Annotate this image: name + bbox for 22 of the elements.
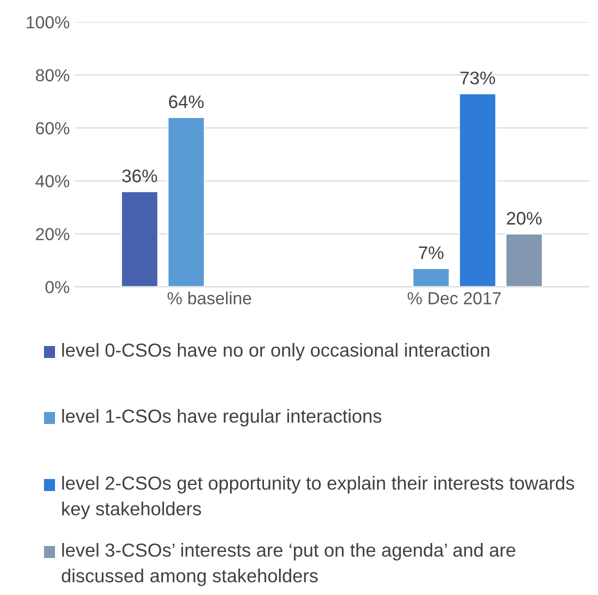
y-tick-label: 80% xyxy=(36,69,70,82)
legend-label: level 1-CSOs have regular interactions xyxy=(62,409,382,426)
bar xyxy=(167,116,206,287)
x-tick-label: % Dec 2017 xyxy=(408,292,501,304)
bar xyxy=(505,233,544,287)
y-tick-label: 40% xyxy=(36,175,70,188)
data-label: 7% xyxy=(418,246,444,260)
legend-label: level 0-CSOs have no or only occasional interaction xyxy=(62,343,490,360)
bar xyxy=(412,268,450,287)
data-label: 64% xyxy=(169,95,204,108)
data-label: 73% xyxy=(460,72,496,84)
legend-label: level 2-CSOs get opportunity to explain their interests towards key stakeholders xyxy=(62,476,574,520)
y-tick-label: 60% xyxy=(36,122,70,134)
data-label: 20% xyxy=(506,212,542,225)
y-tick-label: 20% xyxy=(36,228,70,240)
legend-label: level 3-CSOs’ interests are ‘put on the agenda’ and are discussed among stakeholders xyxy=(62,543,516,586)
y-tick-label: 0% xyxy=(45,280,70,294)
y-tick-label: 100% xyxy=(26,16,70,28)
data-label: 36% xyxy=(122,170,158,182)
bar xyxy=(458,92,497,287)
x-tick-label: % baseline xyxy=(168,292,252,304)
bar xyxy=(120,190,159,287)
